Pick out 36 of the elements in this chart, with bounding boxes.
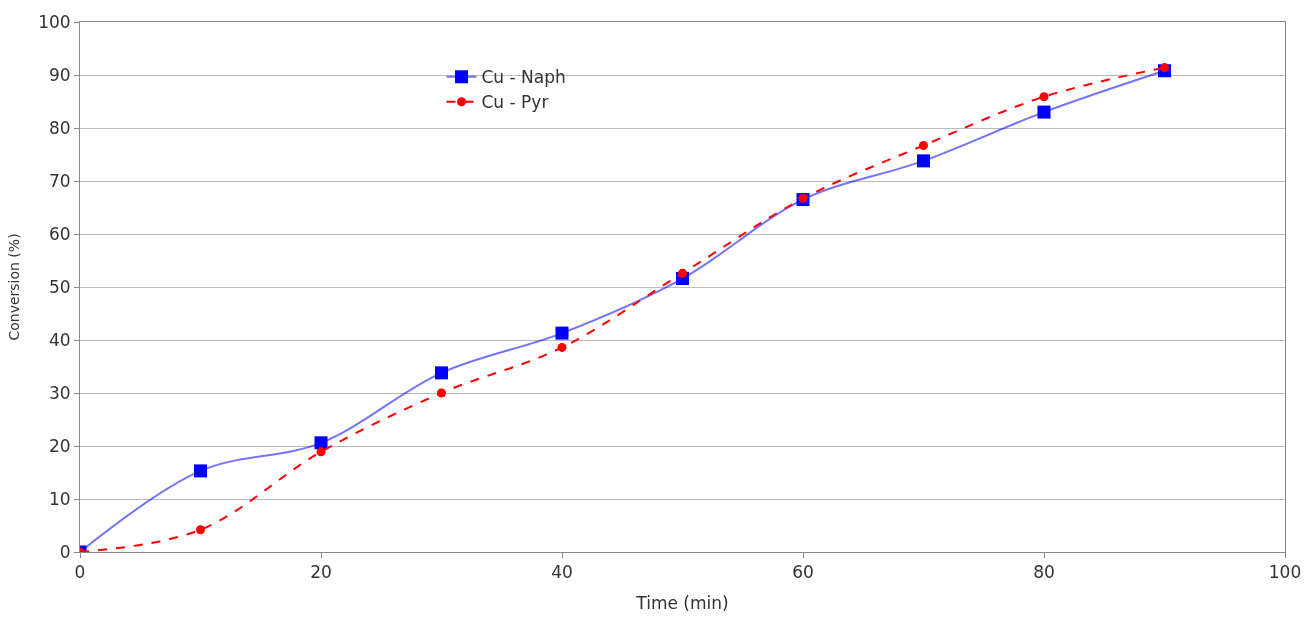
- x-tick-label: 40: [551, 562, 573, 583]
- x-tick-label: 20: [310, 562, 332, 583]
- point: [196, 525, 205, 535]
- point: [314, 436, 328, 450]
- point: [194, 464, 207, 478]
- point: [678, 268, 687, 278]
- y-tick-label: 90: [48, 64, 71, 85]
- y-tick-label: 10: [48, 488, 71, 509]
- point: [919, 140, 928, 150]
- y-axis-title: Conversion (%): [5, 233, 22, 341]
- point: [1039, 92, 1049, 102]
- x-tick-label: 100: [1268, 562, 1302, 583]
- y-tick-label: 30: [48, 382, 71, 403]
- y-tick-label: 80: [48, 117, 71, 138]
- legend-label: Cu - Naph: [481, 67, 566, 88]
- point: [917, 154, 930, 168]
- point: [1160, 63, 1169, 73]
- y-tick-label: 70: [48, 170, 71, 191]
- point: [1037, 105, 1051, 119]
- y-tick-label: 50: [48, 276, 71, 297]
- x-tick-label: 60: [792, 562, 814, 583]
- x-tick-label: 80: [1033, 562, 1055, 583]
- x-tick-label: 0: [74, 562, 86, 583]
- y-tick-label: 40: [48, 329, 71, 350]
- legend-label: Cu - Pyr: [481, 92, 549, 113]
- point: [316, 447, 326, 457]
- point: [437, 388, 446, 398]
- point: [557, 342, 567, 352]
- y-tick-label: 60: [48, 223, 71, 244]
- x-axis-title: Time (min): [635, 592, 729, 613]
- point: [435, 366, 448, 380]
- y-tick-label: 100: [38, 11, 71, 32]
- y-tick-label: 0: [59, 541, 71, 562]
- point: [798, 193, 808, 203]
- point: [555, 326, 569, 340]
- y-tick-label: 20: [48, 435, 71, 456]
